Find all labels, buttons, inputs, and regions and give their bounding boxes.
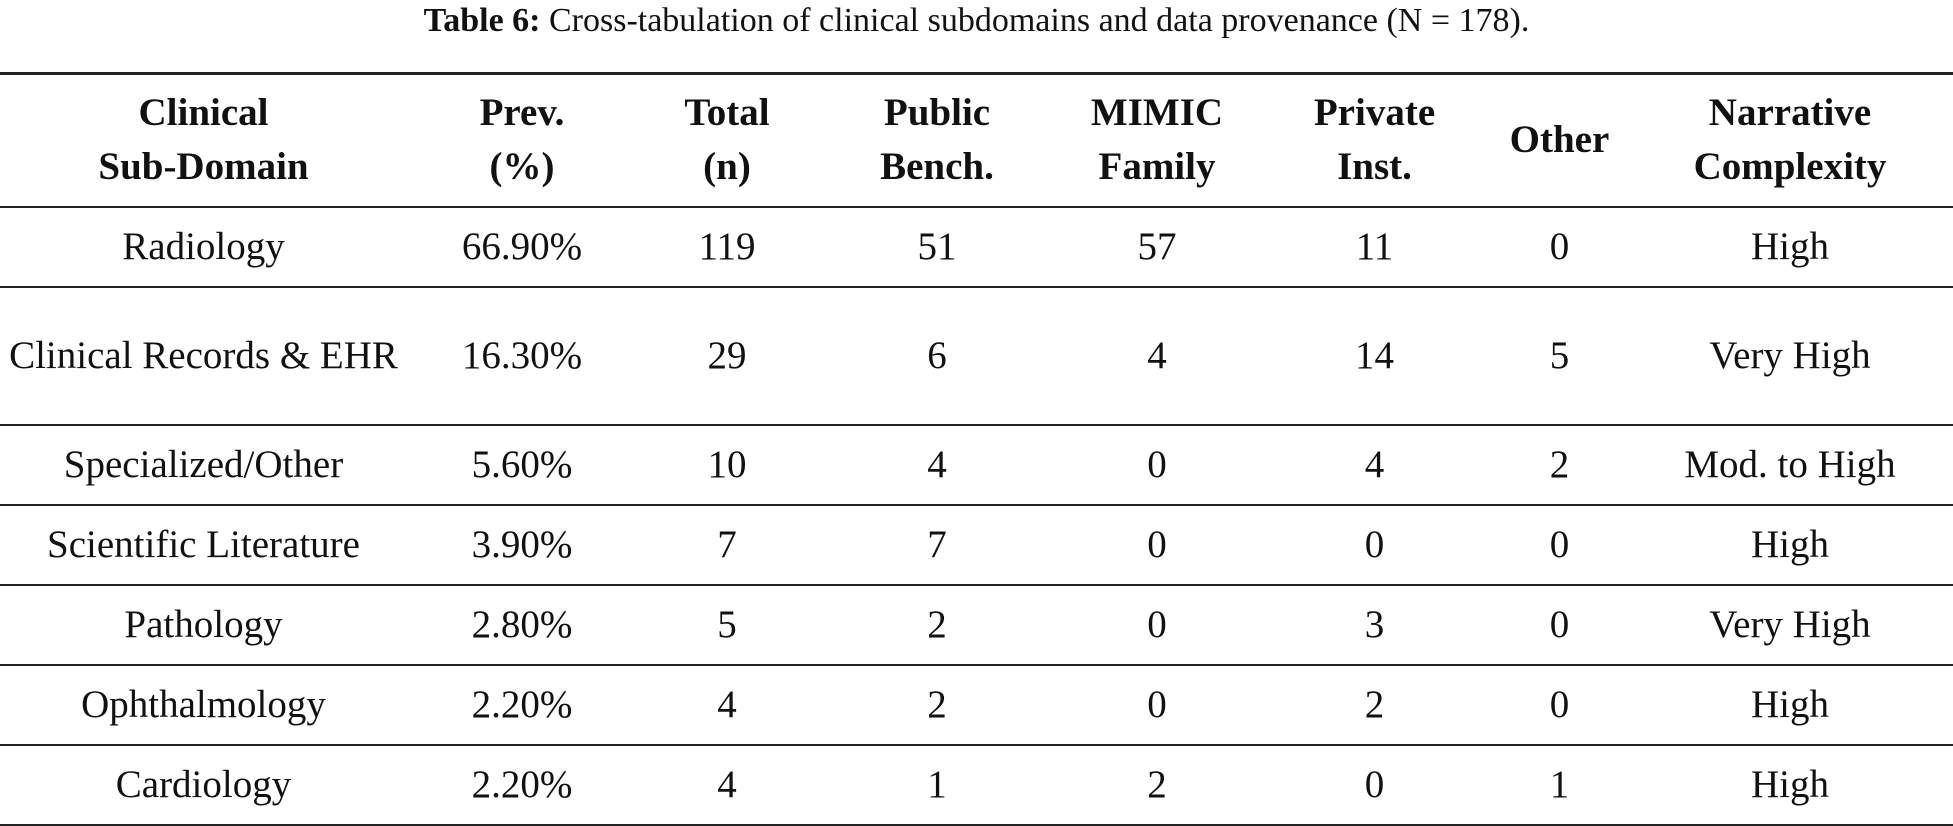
cell-other: 0 <box>1492 504 1627 586</box>
cell-other: 2 <box>1492 424 1627 506</box>
cell-public: 1 <box>817 744 1057 826</box>
cell-domain: Cardiology <box>0 744 407 826</box>
cell-other: 0 <box>1492 206 1627 288</box>
cell-public: 2 <box>817 664 1057 746</box>
cell-total: 5 <box>637 584 817 666</box>
cell-total: 4 <box>637 744 817 826</box>
cell-prev: 3.90% <box>407 504 637 586</box>
table-row: Pathology 2.80% 5 2 0 3 0 Very High <box>0 584 1953 666</box>
cell-total: 10 <box>637 424 817 506</box>
cell-public: 7 <box>817 504 1057 586</box>
cell-total: 119 <box>637 206 817 288</box>
cell-private: 3 <box>1257 584 1492 666</box>
cross-tabulation-table: Clinical Sub-Domain Prev. (%) Total (n) Pub… <box>0 72 1953 826</box>
cell-domain: Clinical Records & EHR <box>0 286 407 426</box>
header-public-bench: Public Bench. <box>817 72 1057 208</box>
cell-prev: 16.30% <box>407 286 637 426</box>
table-row: Cardiology 2.20% 4 1 2 0 1 High <box>0 744 1953 826</box>
cell-mimic: 57 <box>1057 206 1257 288</box>
header-mimic-family: MIMIC Family <box>1057 72 1257 208</box>
cell-other: 0 <box>1492 664 1627 746</box>
cell-other: 0 <box>1492 584 1627 666</box>
table-row: Clinical Records & EHR 16.30% 29 6 4 14 … <box>0 286 1953 426</box>
cell-public: 51 <box>817 206 1057 288</box>
cell-prev: 5.60% <box>407 424 637 506</box>
cell-prev: 2.20% <box>407 744 637 826</box>
cell-complexity: Very High <box>1627 286 1953 426</box>
caption-text: Cross-tabulation of clinical subdomains … <box>548 2 1530 39</box>
header-row: Clinical Sub-Domain Prev. (%) Total (n) Pub… <box>0 72 1953 208</box>
cell-other: 1 <box>1492 744 1627 826</box>
header-prevalence: Prev. (%) <box>407 72 637 208</box>
cell-complexity: High <box>1627 206 1953 288</box>
cell-complexity: Very High <box>1627 584 1953 666</box>
cell-public: 6 <box>817 286 1057 426</box>
cell-mimic: 0 <box>1057 504 1257 586</box>
cell-private: 4 <box>1257 424 1492 506</box>
cell-domain: Radiology <box>0 206 407 288</box>
cell-complexity: High <box>1627 664 1953 746</box>
cell-domain: Specialized/Other <box>0 424 407 506</box>
cell-total: 29 <box>637 286 817 426</box>
caption-label: Table 6: <box>423 2 541 39</box>
table-row: Radiology 66.90% 119 51 57 11 0 High <box>0 206 1953 288</box>
cell-private: 0 <box>1257 744 1492 826</box>
table-caption: Table 6: Cross-tabulation of clinical su… <box>0 0 1953 42</box>
cell-private: 2 <box>1257 664 1492 746</box>
cell-prev: 2.80% <box>407 584 637 666</box>
cell-other: 5 <box>1492 286 1627 426</box>
cell-public: 2 <box>817 584 1057 666</box>
cell-private: 14 <box>1257 286 1492 426</box>
cell-mimic: 4 <box>1057 286 1257 426</box>
header-total: Total (n) <box>637 72 817 208</box>
cell-private: 11 <box>1257 206 1492 288</box>
cell-total: 4 <box>637 664 817 746</box>
cell-public: 4 <box>817 424 1057 506</box>
cell-domain: Pathology <box>0 584 407 666</box>
cell-total: 7 <box>637 504 817 586</box>
cell-domain: Scientific Literature <box>0 504 407 586</box>
header-private-inst: Private Inst. <box>1257 72 1492 208</box>
header-clinical-sub-domain: Clinical Sub-Domain <box>0 72 407 208</box>
cell-complexity: Mod. to High <box>1627 424 1953 506</box>
cell-complexity: High <box>1627 744 1953 826</box>
cell-mimic: 0 <box>1057 584 1257 666</box>
table-row: Ophthalmology 2.20% 4 2 0 2 0 High <box>0 664 1953 746</box>
table-row: Scientific Literature 3.90% 7 7 0 0 0 Hi… <box>0 504 1953 586</box>
cell-mimic: 0 <box>1057 424 1257 506</box>
header-other: Other <box>1492 72 1627 208</box>
cell-complexity: High <box>1627 504 1953 586</box>
header-narrative-complexity: Narrative Complexity <box>1627 72 1953 208</box>
cell-domain: Ophthalmology <box>0 664 407 746</box>
cell-prev: 66.90% <box>407 206 637 288</box>
table-row: Specialized/Other 5.60% 10 4 0 4 2 Mod. … <box>0 424 1953 506</box>
cell-mimic: 0 <box>1057 664 1257 746</box>
cell-mimic: 2 <box>1057 744 1257 826</box>
cell-prev: 2.20% <box>407 664 637 746</box>
cell-private: 0 <box>1257 504 1492 586</box>
